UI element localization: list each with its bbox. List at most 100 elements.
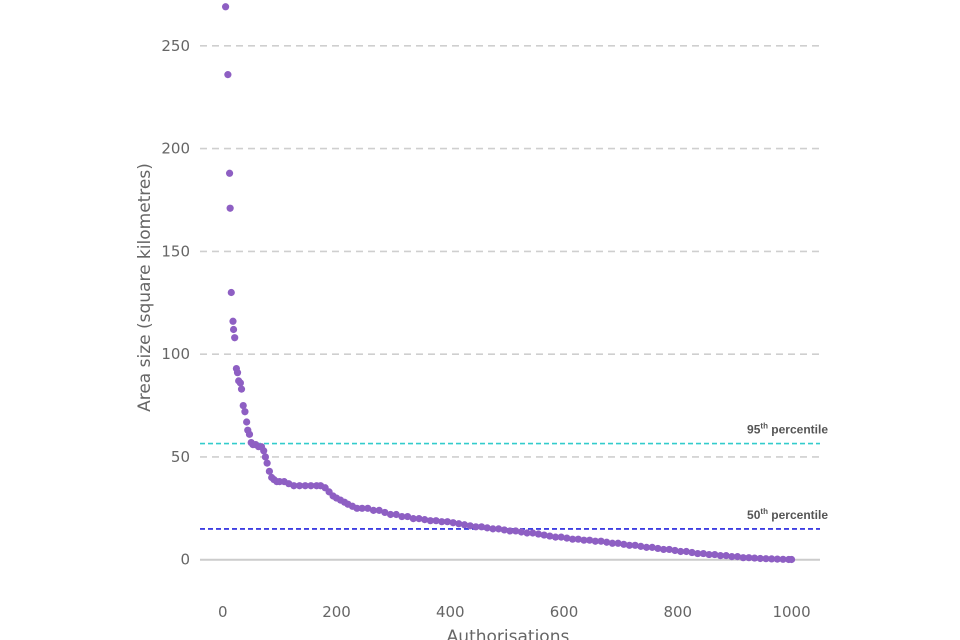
data-point <box>694 549 702 558</box>
data-point <box>733 553 742 561</box>
data-point <box>625 541 634 549</box>
data-point <box>574 535 582 543</box>
data-point <box>603 538 611 546</box>
data-point <box>739 554 747 562</box>
data-point <box>637 542 645 550</box>
data-point <box>449 519 457 527</box>
data-point <box>551 533 560 541</box>
data-point <box>245 430 254 438</box>
data-point <box>677 547 685 556</box>
data-point <box>301 482 309 490</box>
data-point <box>241 408 249 416</box>
data-point <box>787 555 796 564</box>
data-point <box>375 506 383 514</box>
y-axis-title: Area size (square kilometres) <box>135 163 155 412</box>
data-point <box>261 453 270 461</box>
data-point <box>237 385 246 393</box>
data-point <box>608 539 616 547</box>
data-point <box>243 418 251 426</box>
data-point <box>563 534 571 542</box>
data-point <box>705 550 713 559</box>
data-point <box>659 545 668 554</box>
data-point <box>597 537 605 545</box>
data-point <box>225 169 234 177</box>
data-point <box>586 536 594 544</box>
data-point <box>773 555 781 563</box>
data-point <box>421 516 429 524</box>
grid-lines <box>200 45 820 561</box>
data-point <box>369 506 378 514</box>
data-point <box>546 532 554 540</box>
data-point <box>722 552 730 560</box>
data-point <box>711 550 719 559</box>
x-tick-label: 800 <box>663 603 692 621</box>
data-point <box>404 512 412 521</box>
data-point <box>642 543 651 551</box>
y-tick-label: 100 <box>161 345 190 363</box>
data-point <box>688 548 696 557</box>
x-axis-title: Authorisations <box>447 627 570 640</box>
data-point <box>534 530 543 538</box>
data-point <box>233 369 242 377</box>
data-point <box>477 523 486 531</box>
data-point <box>455 520 463 528</box>
data-point <box>756 554 764 563</box>
y-tick-label: 0 <box>180 551 190 569</box>
data-point <box>229 325 238 334</box>
data-point <box>768 555 776 563</box>
percentile-label: 50th percentile <box>747 507 828 522</box>
data-point <box>671 546 679 555</box>
data-point <box>386 510 395 519</box>
data-point <box>226 204 234 212</box>
data-point <box>682 547 690 556</box>
axes: 0 50 100 150 200 250 0 200 400 600 800 1000 <box>161 37 810 621</box>
data-point <box>290 482 298 490</box>
percentile-label: 95th percentile <box>747 422 828 437</box>
data-point <box>239 401 247 410</box>
data-point <box>523 529 531 537</box>
data-point <box>438 518 446 526</box>
y-tick-label: 150 <box>161 242 190 260</box>
y-tick-label: 200 <box>161 140 190 158</box>
data-point <box>620 540 628 548</box>
data-point <box>512 527 520 535</box>
data-point <box>426 517 434 525</box>
y-tick-label: 50 <box>171 448 190 466</box>
data-point <box>762 555 770 563</box>
data-point <box>779 555 787 563</box>
data-point <box>745 554 753 562</box>
reference-lines: 95th percentile 50th percentile <box>200 422 828 530</box>
data-point <box>432 517 440 525</box>
data-point <box>227 288 235 297</box>
data-point <box>265 467 273 475</box>
data-point <box>489 525 497 533</box>
data-point <box>728 553 736 561</box>
data-point <box>483 524 491 532</box>
data-point <box>415 515 423 523</box>
data-point <box>358 504 366 512</box>
data-point <box>557 533 565 541</box>
data-point <box>699 549 707 558</box>
data-point <box>750 554 759 562</box>
data-point <box>472 523 480 531</box>
data-point <box>398 512 406 521</box>
data-point <box>229 317 237 325</box>
data-point <box>353 504 361 512</box>
data-point <box>529 529 537 537</box>
data-point <box>517 528 525 536</box>
data-point <box>392 510 400 519</box>
data-point <box>260 447 268 455</box>
data-point <box>231 334 239 342</box>
x-tick-label: 400 <box>436 603 465 621</box>
data-point <box>631 541 639 549</box>
data-point <box>364 504 372 512</box>
x-tick-label: 200 <box>322 603 351 621</box>
data-point <box>540 531 548 539</box>
data-point <box>466 522 474 530</box>
data-point <box>500 526 508 534</box>
data-point <box>221 3 230 11</box>
data-point <box>409 515 417 523</box>
data-point <box>591 537 599 545</box>
data-point <box>665 545 673 554</box>
